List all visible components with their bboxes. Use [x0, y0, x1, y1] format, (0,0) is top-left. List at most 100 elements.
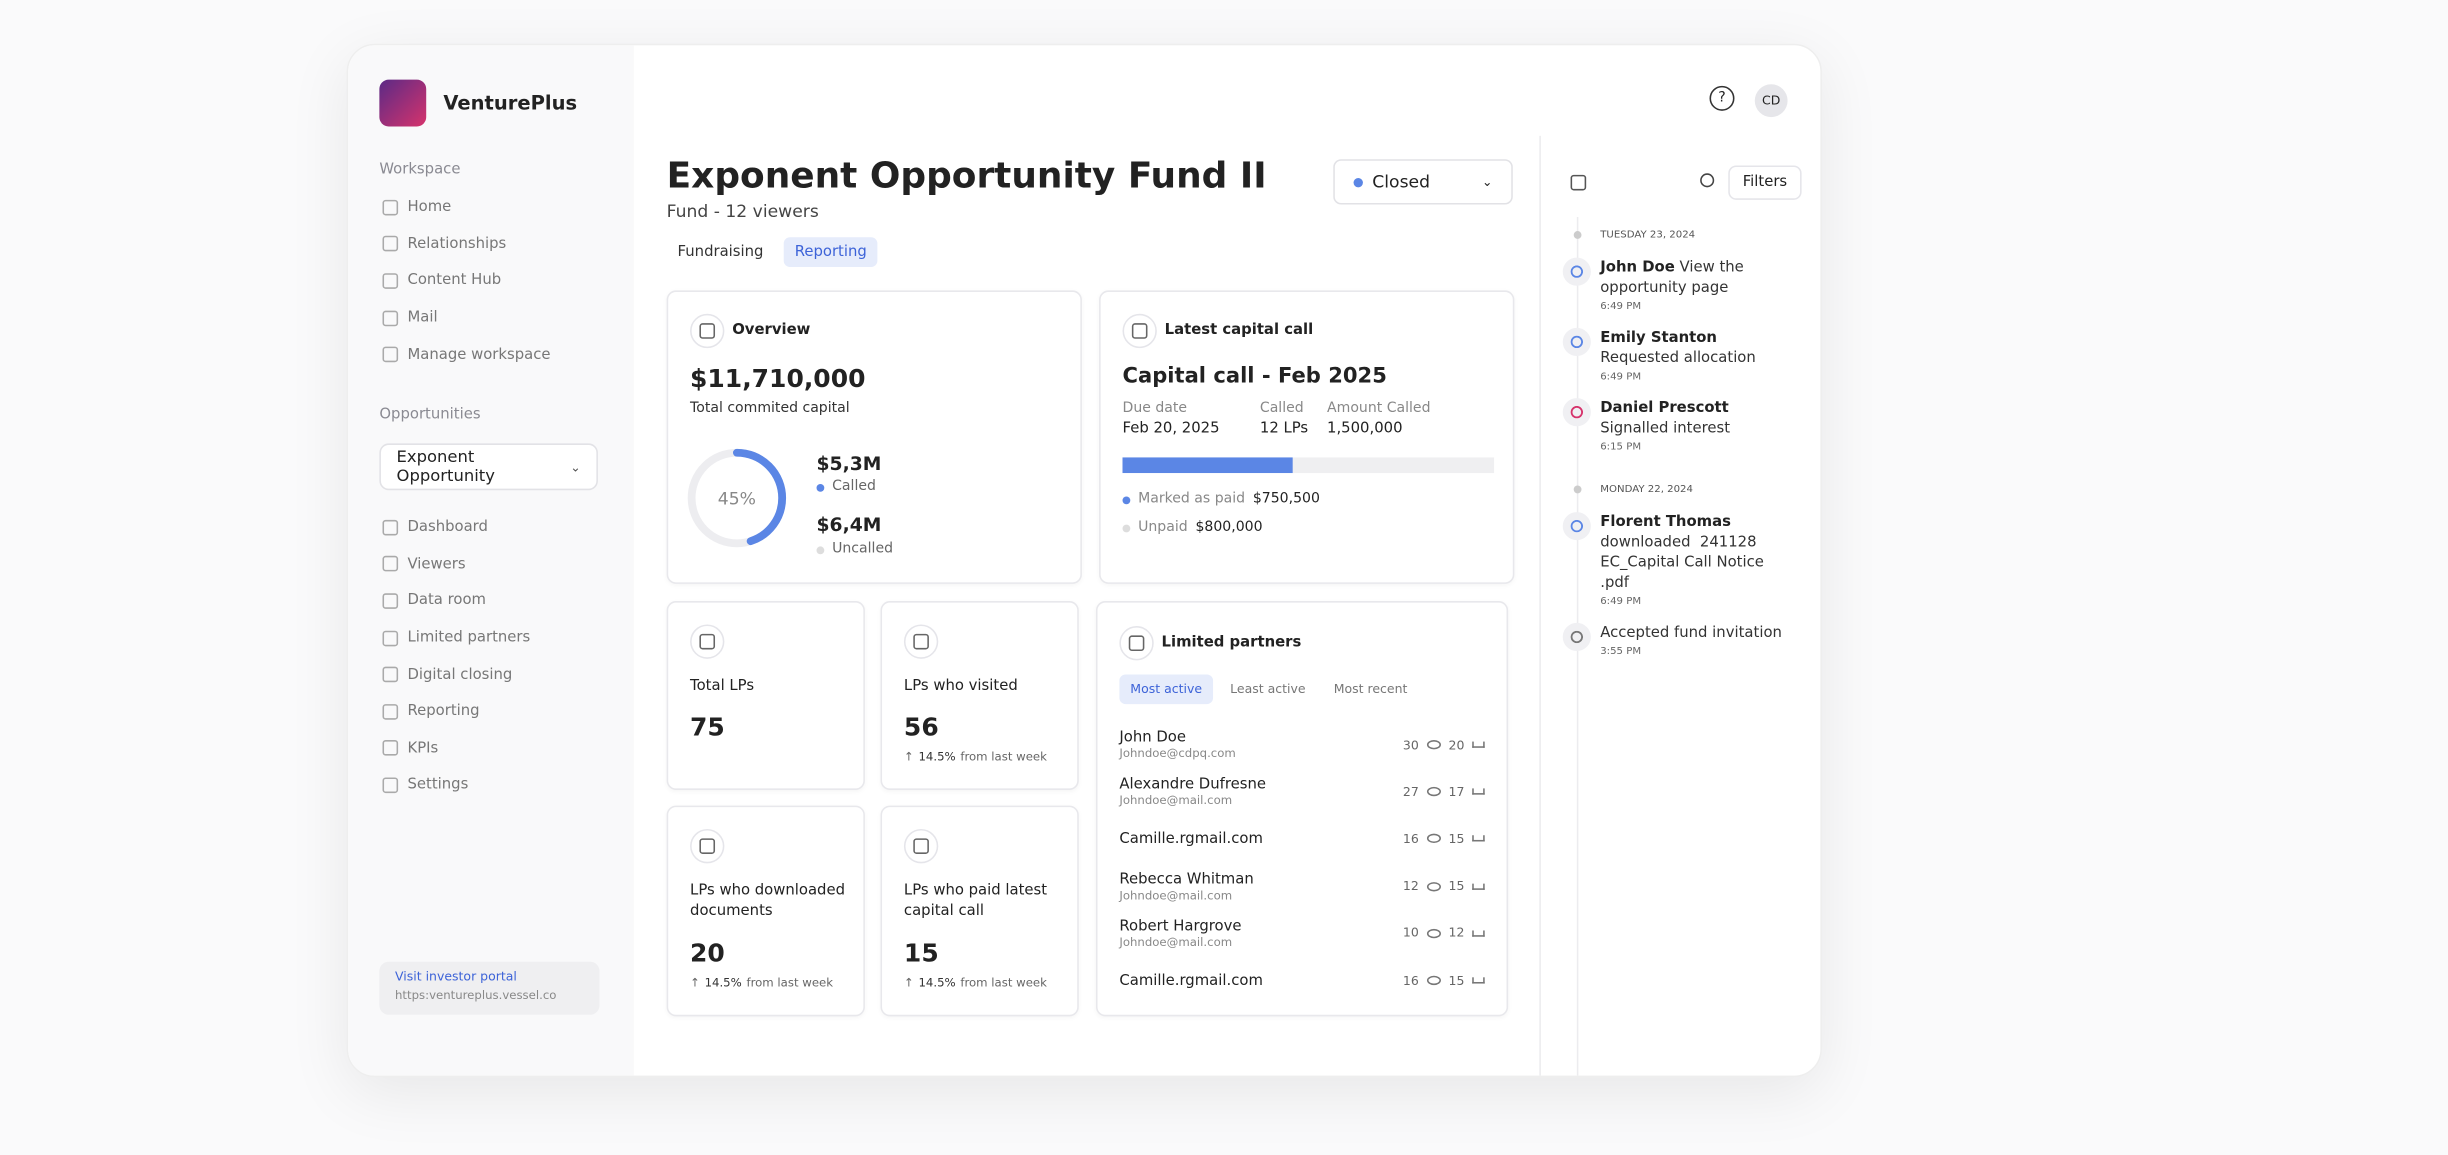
nav-label: Relationships — [407, 235, 507, 253]
lp-name: John Doe — [1119, 729, 1186, 747]
action: Accepted fund invitation — [1600, 624, 1782, 642]
lp-person: Camille.rgmail.com — [1119, 831, 1263, 848]
app-window: VenturePlus Workspace Home Relationships C… — [346, 43, 1822, 1078]
nav-label: Viewers — [407, 555, 466, 573]
lp-person: Alexandre Dufresne Johndoe@mail.com — [1119, 776, 1266, 807]
field-value: 1,500,000 — [1327, 419, 1403, 438]
lp-tab[interactable]: Most active — [1119, 674, 1214, 705]
eye-icon — [1426, 881, 1441, 891]
lp-email: Johndoe@cdpq.com — [1119, 746, 1236, 761]
card-icon — [690, 624, 725, 659]
stat-card: LPs who downloaded documents 20 ↑ 14.5% from… — [666, 805, 865, 1017]
nav-icon — [382, 777, 399, 794]
time: 6:49 PM — [1600, 594, 1642, 608]
nav-item[interactable]: Settings — [382, 767, 530, 804]
nav-item[interactable]: Viewers — [382, 546, 530, 583]
lp-tab[interactable]: Least active — [1230, 682, 1306, 697]
actor: John Doe — [1600, 259, 1675, 277]
tab[interactable]: Fundraising — [677, 243, 764, 261]
download-icon[interactable] — [1472, 788, 1485, 796]
donut: 45% — [687, 448, 787, 548]
action: Signalled interest — [1600, 419, 1731, 438]
called-label: Called — [832, 479, 876, 495]
help-button[interactable]: ? — [1709, 85, 1735, 111]
lp-metrics: 16 15 — [1403, 973, 1485, 988]
uncalled: $6,4M — [816, 513, 882, 536]
donut-arc — [687, 448, 787, 548]
lp-tab[interactable]: Most recent — [1333, 682, 1408, 697]
nav-item[interactable]: Data room — [382, 583, 530, 620]
nav-label: KPIs — [407, 739, 439, 757]
stat-card: LPs who visited 56 ↑ 14.5% from last week — [880, 601, 1079, 790]
brand: VenturePlus — [443, 90, 578, 114]
change: 14.5% — [918, 975, 956, 990]
nav-item[interactable]: Limited partners — [382, 619, 530, 656]
arrow: ↑ — [690, 975, 700, 990]
nav-label: Manage workspace — [407, 346, 551, 364]
stat-card: LPs who paid latest capital call 15 ↑ 14.5%… — [880, 805, 1079, 1017]
tab[interactable]: Reporting — [783, 237, 878, 267]
field-value: 12 LPs — [1259, 419, 1309, 438]
download-icon[interactable] — [1472, 930, 1485, 937]
fields: Due date Feb 20, 2025 Called 12 LPs Amount C… — [1123, 401, 1484, 437]
date: MONDAY 22, 2024 — [1600, 482, 1693, 495]
downloads: 20 — [1448, 737, 1465, 752]
nav-item[interactable]: Relationships — [382, 226, 550, 263]
collapse-button[interactable] — [1570, 174, 1587, 191]
activity-item: John Doe View the opportunity page 6:49 P… — [1562, 257, 1805, 316]
actor: Florent Thomas — [1600, 513, 1731, 531]
nav-icon — [382, 593, 399, 609]
search-button[interactable] — [1700, 173, 1715, 188]
nav-item[interactable]: KPIs — [382, 730, 530, 767]
overview-card: Overview $11,710,000 Total commited capi… — [666, 290, 1082, 584]
status-select[interactable]: Closed ⌄ — [1333, 159, 1513, 205]
filters-button[interactable]: Filters — [1728, 165, 1802, 200]
nav-item[interactable]: Home — [382, 189, 550, 226]
lp-tabs: Most active Least active Most recent — [1119, 674, 1418, 705]
lp-email: Johndoe@mail.com — [1119, 887, 1233, 902]
stat-change: ↑ 14.5% from last week — [904, 749, 1047, 763]
download-icon[interactable] — [1472, 977, 1485, 984]
lp-person: Camille.rgmail.com — [1119, 972, 1263, 989]
nav-item[interactable]: Reporting — [382, 693, 530, 730]
paid: $750,500 — [1252, 491, 1320, 508]
activity-text: Accepted fund invitation 3:55 PM — [1600, 623, 1787, 660]
nav-item[interactable]: Manage workspace — [382, 336, 551, 373]
nav-icon — [382, 703, 399, 720]
nav-label: Data room — [407, 592, 486, 610]
lp-name: Rebecca Whitman — [1119, 870, 1254, 888]
activity-text: John Doe View the opportunity page 6:49 P… — [1600, 258, 1787, 316]
nav-icon — [382, 310, 399, 326]
call-name: Capital call - Feb 2025 — [1122, 363, 1387, 389]
stat-value: 15 — [903, 938, 939, 968]
lp-row: Alexandre Dufresne Johndoe@mail.com 27 17 — [1119, 768, 1485, 815]
avatar[interactable]: CD — [1754, 84, 1788, 118]
field: Amount Called 1,500,000 — [1327, 401, 1483, 437]
change: 14.5% — [704, 975, 742, 990]
nav-item[interactable]: Content Hub — [382, 263, 550, 300]
eye-icon — [1426, 740, 1441, 750]
activity-item: Accepted fund invitation 3:55 PM — [1562, 622, 1805, 660]
nav-label: Home — [407, 198, 452, 216]
views: 10 — [1402, 926, 1419, 941]
card-icon — [903, 624, 939, 659]
download-icon[interactable] — [1472, 835, 1485, 843]
card-title: Latest capital call — [1164, 321, 1314, 339]
downloads: 15 — [1448, 879, 1465, 894]
total-label: Total commited capital — [690, 401, 850, 417]
portal-link[interactable]: Visit investor portal — [394, 969, 517, 984]
workspace-nav: Home Relationships Content Hub Mail Manage w… — [382, 189, 551, 373]
change-label: from last week — [960, 975, 1047, 990]
lp-name: Camille.rgmail.com — [1119, 830, 1263, 848]
activity-item: Florent Thomas downloaded 241128 EC_Capi… — [1562, 512, 1805, 610]
nav-item[interactable]: Mail — [382, 299, 550, 336]
download-icon[interactable] — [1472, 883, 1485, 890]
nav-icon — [382, 273, 399, 289]
capital-call-card: Latest capital call Capital call - Feb 2… — [1099, 290, 1515, 584]
opportunity-select[interactable]: Exponent Opportunity ⌄ — [379, 443, 598, 491]
activity-icon — [1562, 327, 1591, 356]
download-icon[interactable] — [1472, 741, 1485, 748]
nav-item[interactable]: Digital closing — [382, 656, 530, 693]
nav-item[interactable]: Dashboard — [382, 509, 530, 546]
